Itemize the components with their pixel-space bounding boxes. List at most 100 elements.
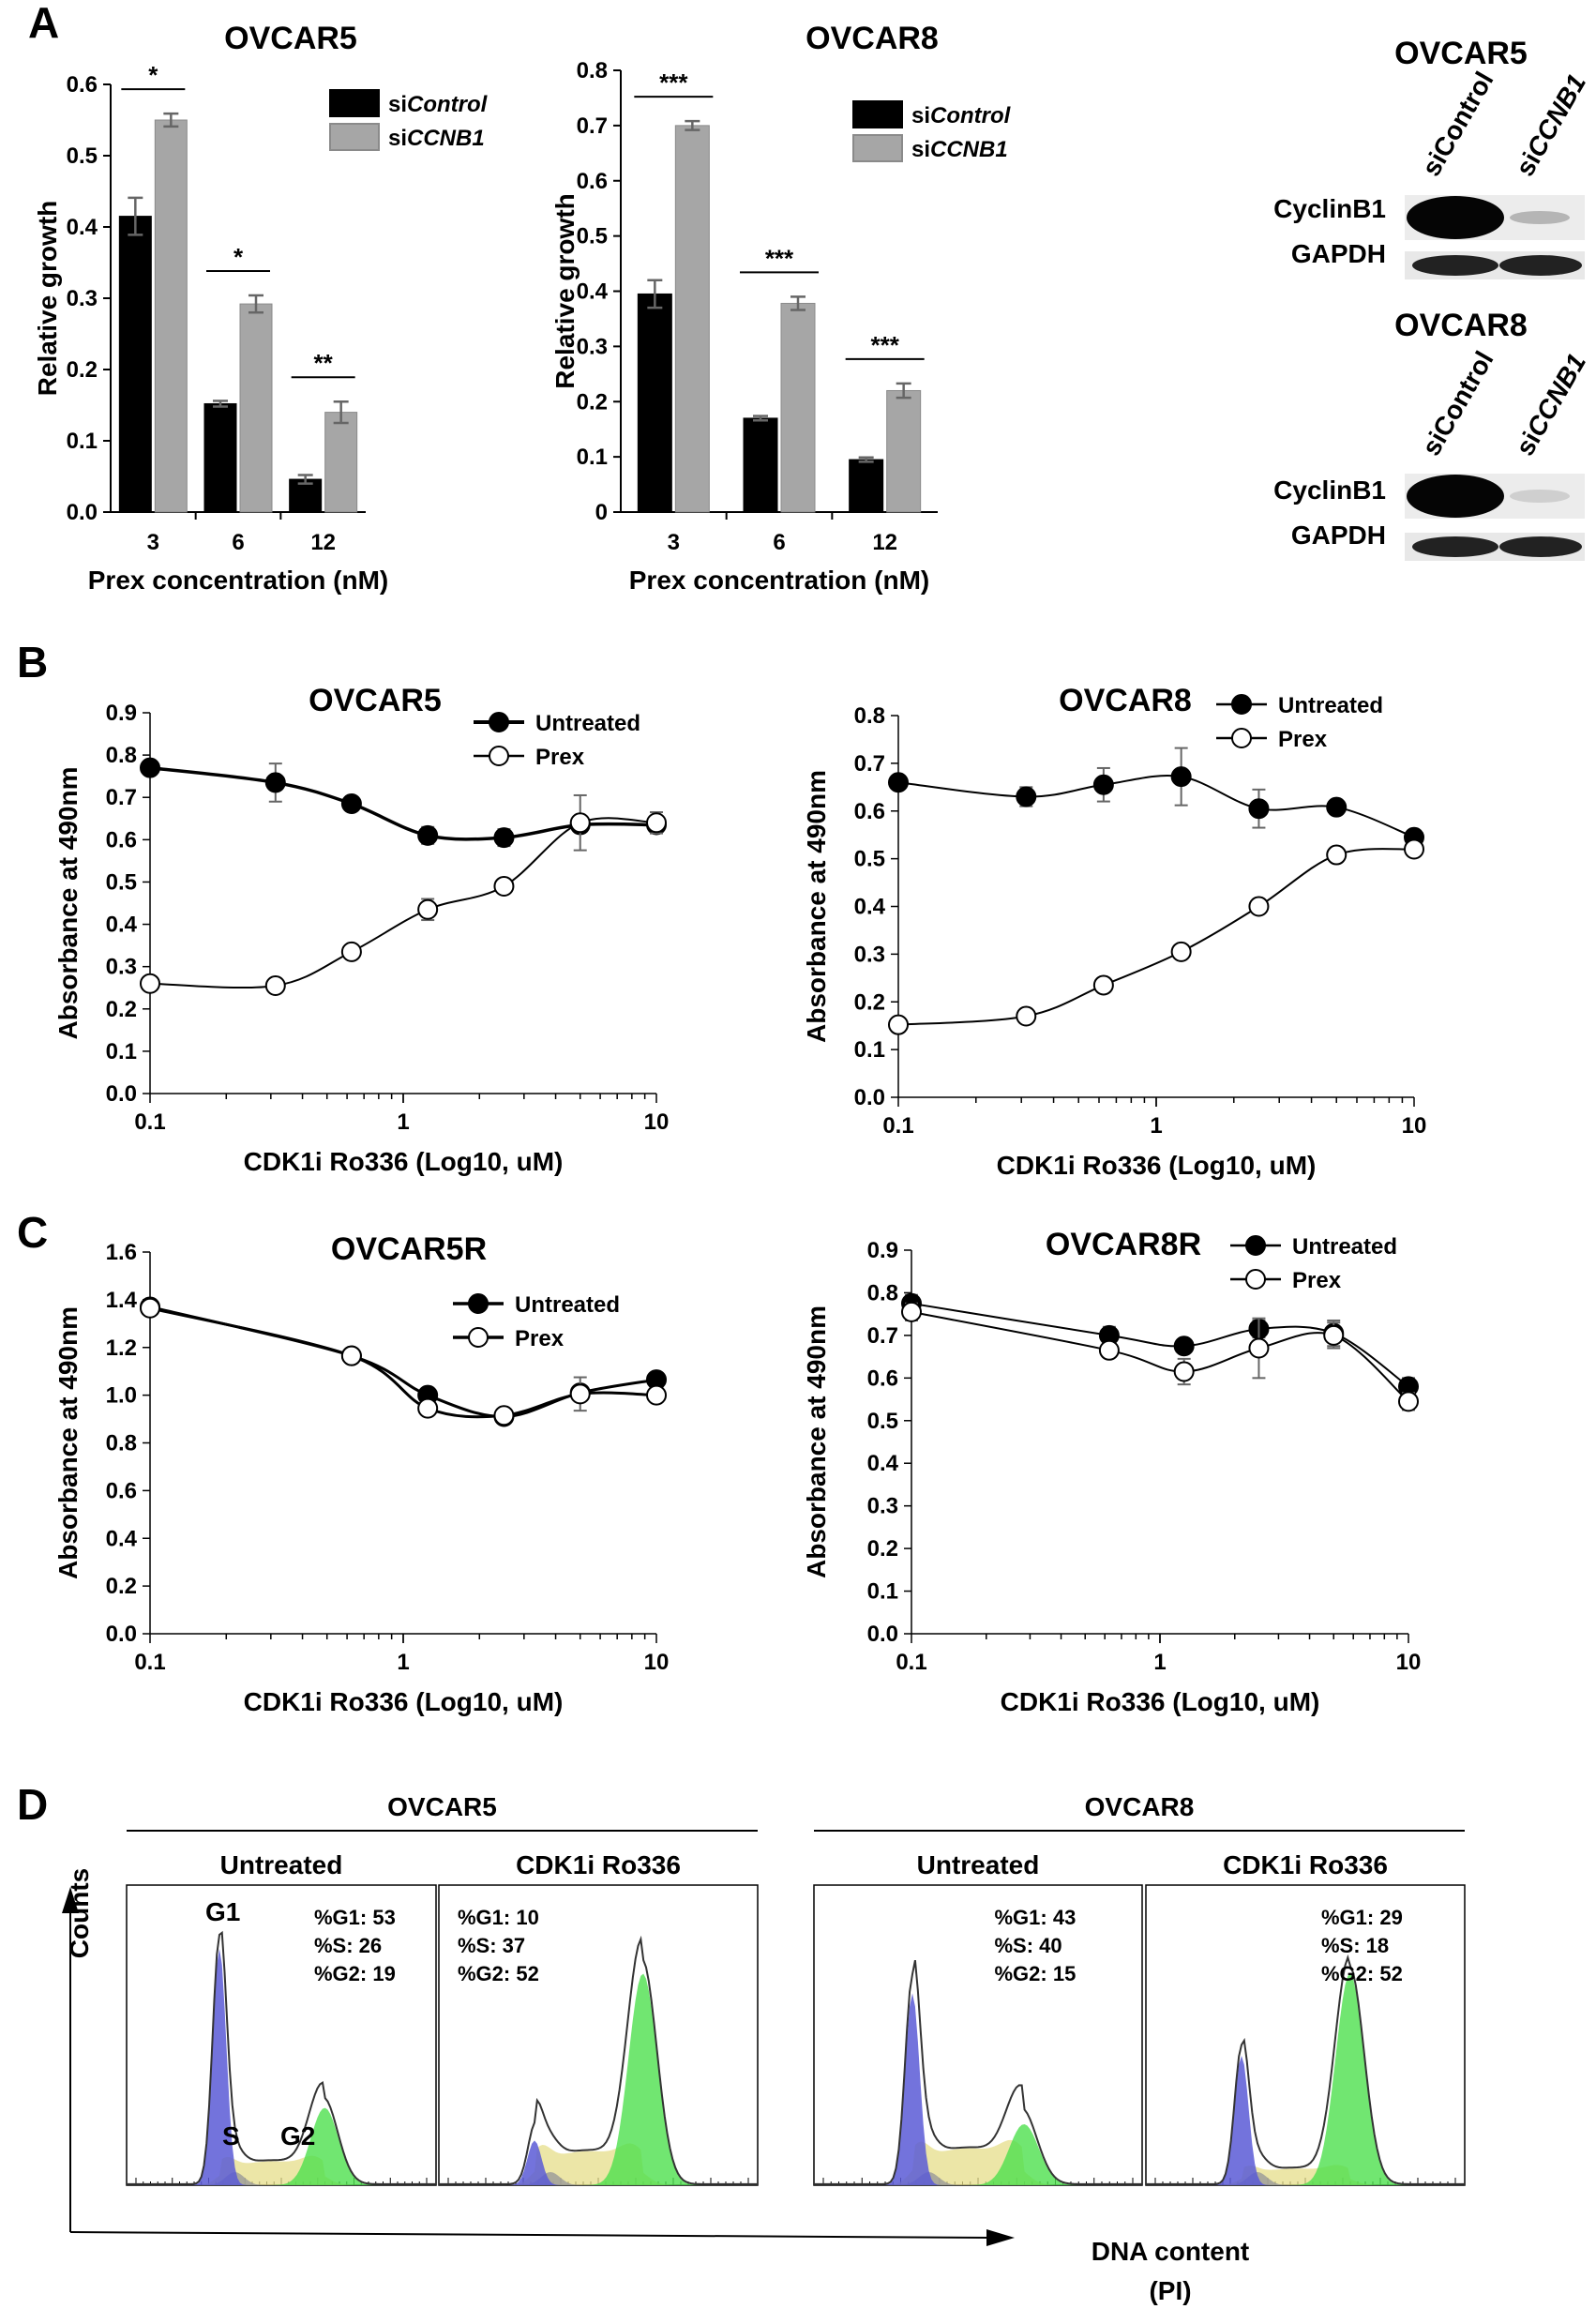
data-point-Untreated — [1248, 798, 1270, 820]
y-tick-label: 0.8 — [577, 58, 608, 83]
data-point-Prex — [493, 1405, 515, 1426]
band-cyclinb1-sicontrol — [1407, 475, 1504, 518]
y-tick-label: 0.7 — [867, 1323, 898, 1349]
y-tick-label: 0.0 — [67, 500, 98, 525]
y-tick-label: 1.6 — [106, 1240, 137, 1265]
legend-marker — [468, 1327, 489, 1348]
bar-chart-ovcar5: OVCAR5 0.0 0.1 0.2 0.3 0.4 0.5 0.6 3 * 6 * 12 ** Prex … — [33, 21, 489, 595]
y-tick-label: 0.1 — [867, 1579, 898, 1605]
y-tick-label: 0.5 — [854, 847, 885, 872]
data-point-Untreated — [1326, 796, 1348, 818]
line-chart-ovcar8r: OVCAR8R 0.0 0.1 0.2 0.3 0.4 0.5 0.6 0.7 0.8 0.9 0.1… — [802, 1227, 1421, 1716]
legend-swatch — [329, 123, 380, 151]
y-tick-label: 0.3 — [867, 1494, 898, 1519]
x-axis-label: CDK1i Ro336 (Log10, uM) — [997, 1151, 1317, 1180]
lane-label-italic: CCNB1 — [1521, 349, 1591, 442]
y-tick-label: 1.0 — [106, 1383, 137, 1409]
data-point-Untreated — [417, 824, 439, 846]
legend-label-plain: si — [911, 137, 930, 162]
y-axis-label: Absorbance at 490nm — [802, 770, 831, 1043]
data-point-Prex — [493, 875, 515, 897]
data-point-Untreated — [1092, 774, 1114, 795]
blot-title: OVCAR5 — [1394, 36, 1528, 71]
bar-siCCNB1 — [780, 302, 816, 513]
y-axis-label: Relative growth — [33, 201, 62, 396]
y-tick-label: 0.1 — [577, 445, 608, 470]
legend-label: Prex — [535, 745, 585, 770]
data-point-Prex — [264, 974, 286, 996]
data-point-Prex — [1323, 1324, 1345, 1346]
line-chart-ovcar5r: OVCAR5R 0.0 0.2 0.4 0.6 0.8 1.0 1.2 1.4 1.6 0.1 1 10… — [53, 1231, 669, 1716]
bar-siCCNB1 — [674, 125, 710, 513]
y-tick-label: 0.7 — [854, 751, 885, 777]
data-point-Prex — [340, 941, 362, 962]
legend-label: Untreated — [1278, 693, 1383, 718]
chart-title: OVCAR5R — [331, 1231, 487, 1267]
data-point-Prex — [901, 1301, 922, 1322]
data-point-Prex — [1173, 1361, 1195, 1382]
significance-label: * — [233, 243, 244, 271]
legend-swatch — [329, 89, 380, 117]
panel-label-c: C — [17, 1208, 48, 1257]
data-point-Prex — [646, 812, 667, 834]
data-point-Untreated — [1173, 1336, 1195, 1357]
s-label: S — [222, 2121, 240, 2151]
x-tick-label: 10 — [1402, 1113, 1427, 1139]
band-cyclinb1-siccnb1 — [1510, 490, 1570, 503]
data-point-Untreated — [1170, 766, 1192, 788]
legend-label: siCCNB1 — [388, 126, 485, 151]
data-point-Prex — [417, 898, 439, 920]
histogram-frame — [813, 1884, 1143, 2186]
bar-siCCNB1 — [154, 119, 188, 513]
x-axis-label: Prex concentration (nM) — [629, 566, 929, 595]
phase-stat: %G2: 52 — [1321, 1962, 1403, 1985]
legend-marker — [1231, 694, 1252, 715]
data-point-Prex — [646, 1384, 667, 1406]
data-point-Prex — [340, 1345, 362, 1366]
x-tick-label: 0.1 — [896, 1650, 926, 1675]
y-tick-label: 0.6 — [106, 827, 137, 853]
x-tick-label: 0.1 — [882, 1113, 913, 1139]
y-axis-label: Relative growth — [550, 193, 580, 388]
phase-s-area — [814, 2139, 1142, 2185]
band-gapdh-siccnb1 — [1499, 536, 1582, 557]
y-tick-label: 0.1 — [67, 429, 98, 454]
y-tick-label: 0.9 — [867, 1238, 898, 1263]
y-tick-label: 0.1 — [854, 1037, 885, 1063]
group-title: OVCAR8 — [1085, 1792, 1195, 1821]
y-tick-label: 0.2 — [106, 997, 137, 1022]
x-tick-label: 0.1 — [134, 1650, 165, 1675]
y-tick-label: 0.5 — [67, 143, 98, 169]
g2-label: G2 — [280, 2121, 315, 2151]
x-tick-label: 10 — [1396, 1650, 1422, 1675]
y-tick-label: 0.2 — [577, 389, 608, 415]
condition-label: CDK1i Ro336 — [1223, 1850, 1388, 1879]
legend-label-italic: Control — [930, 103, 1012, 128]
chart-title: OVCAR5 — [309, 683, 442, 718]
data-point-Untreated — [140, 757, 160, 778]
y-tick-label: 0.2 — [106, 1574, 137, 1599]
histogram-outline — [127, 1930, 436, 2185]
y-tick-label: 0.6 — [67, 72, 98, 98]
x-tick-label: 1 — [1153, 1650, 1166, 1675]
histogram-frame — [438, 1884, 759, 2186]
x-axis-label: CDK1i Ro336 (Log10, uM) — [1001, 1687, 1320, 1716]
legend-label: Untreated — [515, 1292, 620, 1318]
series-line-Prex — [897, 848, 1415, 1026]
legend-label: Untreated — [1292, 1234, 1397, 1260]
chart-title: OVCAR8R — [1046, 1227, 1201, 1262]
data-point-Untreated — [493, 827, 515, 849]
legend-label-plain: si — [388, 92, 407, 117]
band-gapdh-siccnb1 — [1499, 255, 1582, 276]
phase-stat: %G1: 43 — [995, 1906, 1077, 1929]
y-axis-label: Absorbance at 490nm — [802, 1305, 831, 1578]
significance-label: *** — [765, 244, 794, 272]
x-axis-label: Prex concentration (nM) — [88, 566, 388, 595]
x-axis-label: CDK1i Ro336 (Log10, uM) — [244, 1687, 564, 1716]
condition-label: Untreated — [220, 1850, 343, 1879]
phase-stat: %G1: 10 — [458, 1906, 539, 1929]
chart-title: OVCAR8 — [1059, 683, 1192, 718]
y-tick-label: 0.6 — [106, 1478, 137, 1503]
phase-s-area — [127, 2155, 436, 2185]
